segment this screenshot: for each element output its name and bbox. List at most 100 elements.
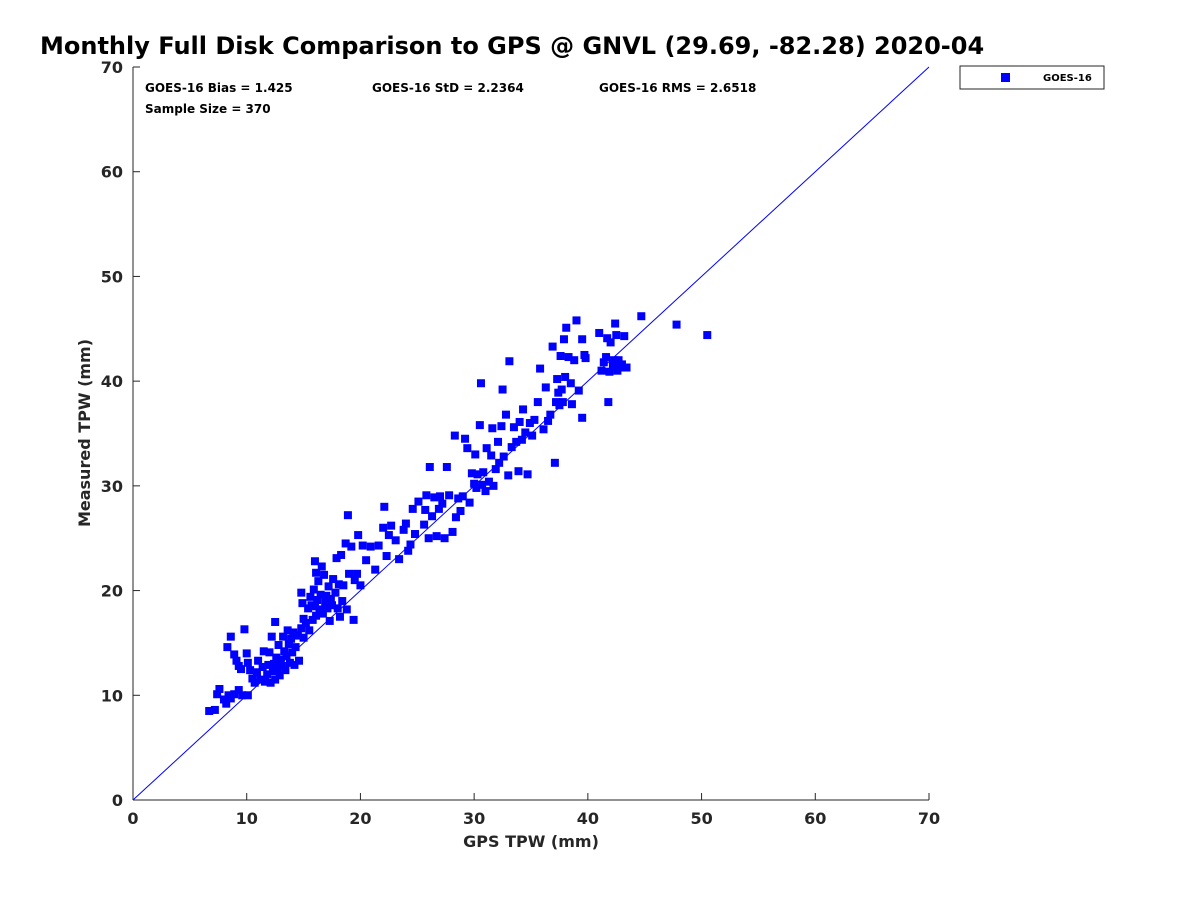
data-point — [475, 421, 484, 430]
data-point — [371, 565, 380, 574]
data-point — [290, 660, 299, 669]
data-point — [559, 335, 568, 344]
data-point — [570, 356, 579, 365]
data-point — [539, 425, 548, 434]
data-point — [321, 598, 330, 607]
data-point — [237, 665, 246, 674]
data-point — [458, 492, 467, 501]
data-point — [252, 668, 261, 677]
data-point — [497, 422, 506, 431]
data-point — [223, 643, 232, 652]
data-point — [525, 419, 534, 428]
data-point — [467, 469, 476, 478]
data-point — [374, 541, 383, 550]
data-point — [546, 410, 555, 419]
data-point — [299, 614, 308, 623]
data-point — [597, 366, 606, 375]
data-point — [305, 626, 314, 635]
data-point — [556, 352, 565, 361]
data-point — [574, 386, 583, 395]
data-point — [205, 706, 214, 715]
data-point — [293, 631, 302, 640]
data-point — [285, 658, 294, 667]
rms-stat: GOES-16 RMS = 2.6518 — [599, 81, 756, 95]
data-point — [366, 542, 375, 551]
data-point — [421, 505, 430, 514]
data-point — [599, 358, 608, 367]
data-point — [349, 615, 358, 624]
data-point — [297, 588, 306, 597]
data-point — [322, 591, 331, 600]
data-point — [606, 338, 615, 347]
data-point — [325, 616, 334, 625]
legend-marker — [1001, 73, 1010, 82]
data-point — [595, 328, 604, 337]
data-point — [215, 685, 224, 694]
data-point — [509, 423, 518, 432]
data-point — [264, 660, 273, 669]
data-point — [306, 592, 315, 601]
data-point — [548, 342, 557, 351]
data-point — [248, 674, 257, 683]
data-point — [442, 463, 451, 472]
data-point — [298, 599, 307, 608]
data-point — [246, 666, 255, 675]
data-point — [323, 604, 332, 613]
data-point — [411, 530, 420, 539]
data-point — [337, 550, 346, 559]
y-tick-label: 40 — [101, 372, 123, 391]
data-point — [334, 580, 343, 589]
data-point — [338, 597, 347, 606]
data-point — [465, 498, 474, 507]
data-point — [495, 458, 504, 467]
data-point — [343, 511, 352, 520]
x-tick-label: 60 — [804, 809, 826, 828]
legend-label: GOES-16 — [1043, 73, 1092, 84]
data-point — [406, 540, 415, 549]
data-point — [479, 468, 488, 477]
data-point — [271, 617, 280, 626]
data-point — [550, 458, 559, 467]
data-point — [637, 312, 646, 321]
data-point — [517, 435, 526, 444]
data-point — [484, 477, 493, 486]
data-point — [268, 667, 277, 676]
data-point — [281, 666, 290, 675]
data-point — [438, 499, 447, 508]
data-point — [430, 493, 439, 502]
data-point — [581, 354, 590, 363]
data-point — [482, 444, 491, 453]
chart-title: Monthly Full Disk Comparison to GPS @ GN… — [40, 32, 984, 60]
data-point — [341, 539, 350, 548]
data-point — [557, 385, 566, 394]
legend-box — [959, 65, 1105, 90]
data-point — [329, 575, 338, 584]
data-point — [380, 502, 389, 511]
data-point — [265, 648, 274, 657]
data-point — [353, 569, 362, 578]
data-point — [263, 670, 272, 679]
data-point — [505, 357, 514, 366]
data-point — [445, 491, 454, 500]
data-point — [210, 705, 219, 714]
data-point — [226, 694, 235, 703]
data-point — [470, 479, 479, 488]
y-tick-label: 30 — [101, 477, 123, 496]
y-tick-label: 50 — [101, 267, 123, 286]
data-point — [507, 443, 516, 452]
y-axis-label: Measured TPW (mm) — [75, 339, 94, 527]
y-tick-label: 20 — [101, 582, 123, 601]
data-point — [250, 678, 259, 687]
data-point — [448, 527, 457, 536]
data-point — [243, 691, 252, 700]
data-point — [384, 531, 393, 540]
data-point — [562, 323, 571, 332]
data-point — [614, 356, 623, 365]
bias-stat: GOES-16 Bias = 1.425 — [145, 81, 293, 95]
data-point — [226, 632, 235, 641]
data-point — [541, 383, 550, 392]
data-point — [282, 651, 291, 660]
data-point — [461, 434, 470, 443]
data-point — [308, 615, 317, 624]
data-point — [604, 398, 613, 407]
